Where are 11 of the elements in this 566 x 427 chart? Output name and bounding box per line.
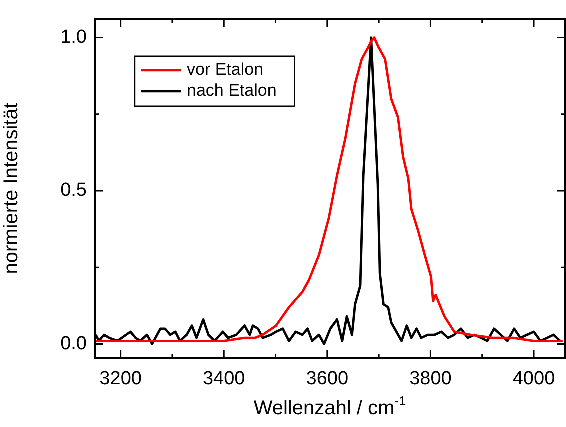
x-tick-label: 3400 [202, 368, 246, 390]
y-tick-label: 0.5 [60, 180, 87, 202]
legend-label: nach Etalon [187, 81, 277, 100]
x-tick-label: 3600 [306, 368, 349, 390]
y-axis-title: normierte Intensität [0, 102, 23, 274]
y-tick-label: 1.0 [60, 27, 87, 48]
x-tick-label: 3200 [100, 368, 142, 390]
y-tick-label: 0.0 [60, 333, 87, 354]
x-tick-label: 3800 [410, 368, 452, 390]
x-tick-label: 4000 [512, 368, 556, 390]
legend-label: vor Etalon [187, 60, 264, 80]
